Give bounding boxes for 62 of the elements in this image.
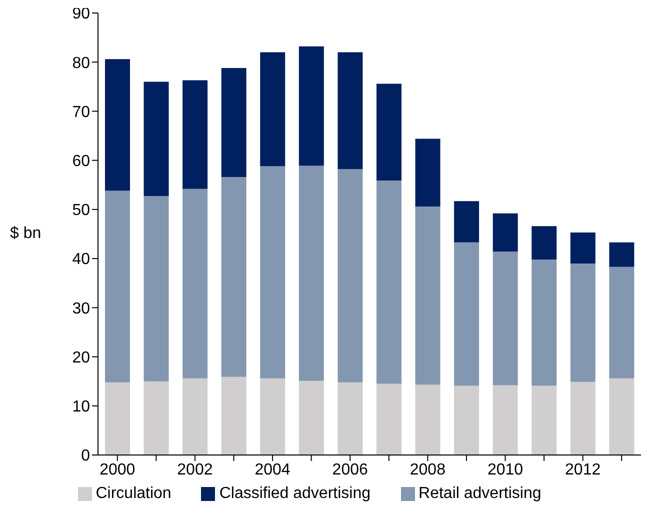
bar bbox=[415, 384, 440, 455]
y-tick-label: 30 bbox=[72, 300, 90, 318]
y-tick-label: 10 bbox=[72, 398, 90, 416]
bar bbox=[298, 166, 324, 381]
bar bbox=[104, 190, 130, 382]
bar bbox=[376, 180, 402, 384]
x-tick-label: 2000 bbox=[100, 461, 136, 478]
bar bbox=[144, 196, 169, 382]
y-tick-label: 50 bbox=[72, 202, 90, 220]
bar bbox=[570, 382, 596, 455]
bar bbox=[182, 378, 208, 455]
legend-label: Classified advertising bbox=[219, 485, 371, 502]
bar bbox=[454, 201, 480, 242]
bar bbox=[182, 188, 208, 378]
bar bbox=[221, 68, 246, 178]
bar bbox=[532, 386, 557, 455]
legend-label: Retail advertising bbox=[418, 485, 542, 502]
bar bbox=[376, 384, 402, 455]
bar bbox=[570, 232, 596, 264]
bar bbox=[144, 381, 169, 455]
y-tick-label: 80 bbox=[72, 54, 90, 72]
bar bbox=[221, 376, 246, 455]
bar bbox=[338, 52, 363, 170]
bar bbox=[532, 226, 557, 260]
x-tick-label: 2008 bbox=[410, 461, 446, 478]
y-tick-label: 20 bbox=[72, 349, 90, 366]
bar bbox=[532, 260, 557, 386]
bar bbox=[609, 378, 634, 455]
bar bbox=[338, 169, 363, 382]
x-tick-label: 2012 bbox=[565, 461, 601, 478]
bar bbox=[260, 166, 286, 378]
bar bbox=[260, 378, 286, 455]
x-tick-label: 2004 bbox=[254, 461, 290, 478]
bar bbox=[609, 242, 634, 267]
bar bbox=[104, 59, 130, 191]
x-tick-label: 2006 bbox=[332, 461, 368, 478]
y-tick-label: 40 bbox=[72, 251, 90, 268]
bar bbox=[492, 252, 518, 386]
bar bbox=[454, 242, 480, 386]
bar bbox=[454, 386, 480, 455]
y-axis-title: $ bn bbox=[10, 225, 42, 242]
y-tick-label: 60 bbox=[72, 153, 90, 170]
bar bbox=[415, 138, 440, 206]
bar bbox=[298, 46, 324, 166]
bar bbox=[570, 263, 596, 382]
bar bbox=[221, 177, 246, 377]
y-tick-label: 0 bbox=[81, 448, 90, 465]
bar bbox=[338, 382, 363, 455]
bar bbox=[260, 52, 286, 166]
legend-label: Circulation bbox=[96, 485, 172, 502]
bar bbox=[376, 84, 402, 180]
y-tick-label: 70 bbox=[72, 104, 90, 121]
bar bbox=[104, 382, 130, 455]
bar bbox=[415, 206, 440, 385]
bar bbox=[609, 266, 634, 378]
bar bbox=[144, 82, 169, 196]
x-tick-label: 2002 bbox=[177, 461, 213, 478]
bar bbox=[182, 80, 208, 189]
bar bbox=[492, 385, 518, 455]
x-tick-label: 2010 bbox=[487, 461, 524, 478]
bar bbox=[492, 213, 518, 252]
bar bbox=[298, 380, 324, 455]
